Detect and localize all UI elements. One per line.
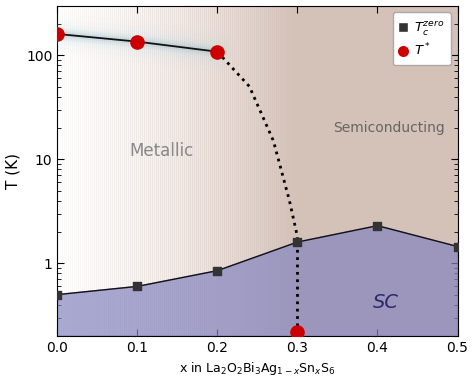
Point xyxy=(454,244,461,250)
Point xyxy=(294,329,301,335)
Text: Metallic: Metallic xyxy=(129,142,193,160)
Y-axis label: T (K): T (K) xyxy=(6,153,20,189)
Point xyxy=(214,268,221,274)
Polygon shape xyxy=(57,226,457,336)
Point xyxy=(134,283,141,290)
Point xyxy=(374,223,381,229)
Legend: $T_c^{zero}$, $T^*$: $T_c^{zero}$, $T^*$ xyxy=(392,12,451,65)
Point xyxy=(134,39,141,45)
Point xyxy=(214,49,221,55)
Point xyxy=(54,291,61,298)
Text: Semiconducting: Semiconducting xyxy=(334,121,446,135)
Point xyxy=(54,31,61,37)
Text: SC: SC xyxy=(373,293,399,312)
Point xyxy=(294,239,301,245)
X-axis label: x in La$_2$O$_2$Bi$_3$Ag$_{1-x}$Sn$_x$S$_6$: x in La$_2$O$_2$Bi$_3$Ag$_{1-x}$Sn$_x$S$… xyxy=(179,360,336,377)
